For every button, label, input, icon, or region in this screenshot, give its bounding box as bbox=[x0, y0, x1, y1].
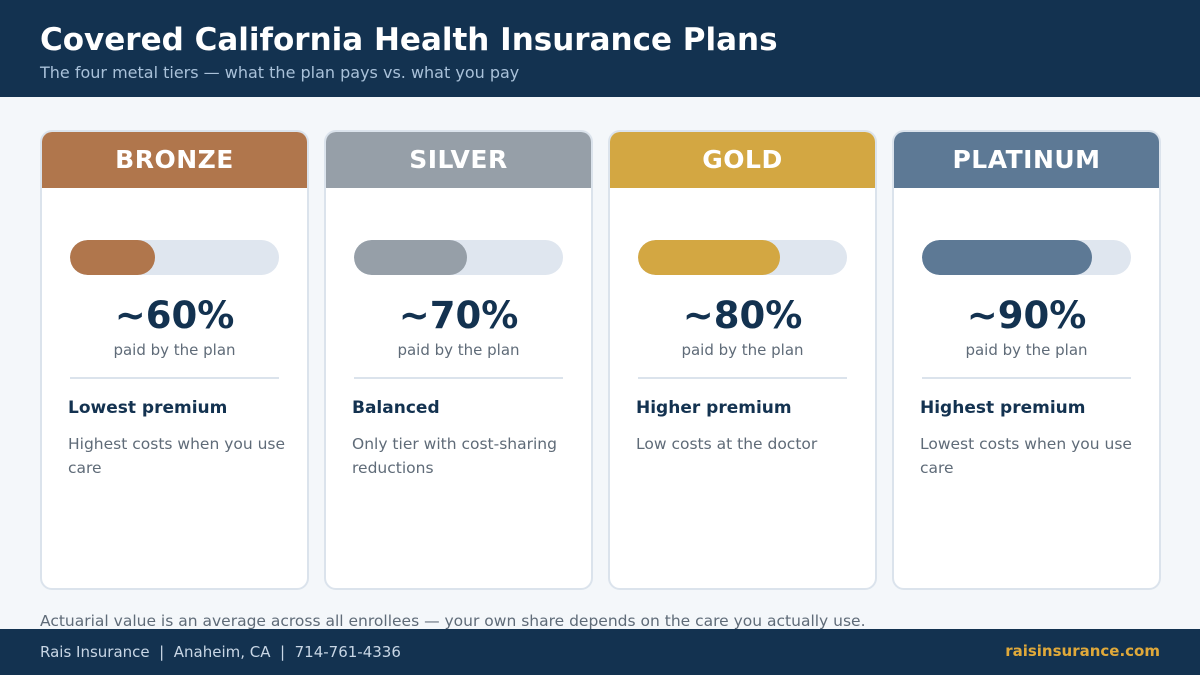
card-divider bbox=[922, 377, 1131, 379]
footer-contact-info: Rais Insurance | Anaheim, CA | 714-761-4… bbox=[40, 643, 401, 661]
plan-share-bar-fill bbox=[354, 240, 467, 275]
card-divider bbox=[638, 377, 847, 379]
tier-name: SILVER bbox=[409, 144, 508, 174]
tier-card-silver: SILVER ~70% paid by the plan Balanced On… bbox=[324, 130, 593, 590]
card-divider bbox=[354, 377, 563, 379]
tier-name: BRONZE bbox=[115, 144, 234, 174]
plan-share-caption: paid by the plan bbox=[965, 341, 1088, 359]
tier-card-bronze: BRONZE ~60% paid by the plan Lowest prem… bbox=[40, 130, 309, 590]
tier-card-platinum: PLATINUM ~90% paid by the plan Highest p… bbox=[892, 130, 1161, 590]
footer-bar: Rais Insurance | Anaheim, CA | 714-761-4… bbox=[0, 629, 1200, 675]
tier-heading: Higher premium bbox=[636, 398, 792, 418]
tier-card-header: BRONZE bbox=[42, 132, 307, 188]
plan-share-bar-fill bbox=[70, 240, 155, 275]
tier-cards: BRONZE ~60% paid by the plan Lowest prem… bbox=[40, 130, 1161, 590]
tier-description: Only tier with cost-sharing reductions bbox=[352, 435, 557, 477]
tier-heading: Highest premium bbox=[920, 398, 1086, 418]
plan-share-bar-fill bbox=[922, 240, 1092, 275]
tier-name: PLATINUM bbox=[952, 144, 1101, 174]
tier-heading: Balanced bbox=[352, 398, 440, 418]
plan-share-bar bbox=[354, 240, 563, 275]
tier-description: Lowest costs when you use care bbox=[920, 435, 1132, 477]
plan-share-bar bbox=[638, 240, 847, 275]
plan-share-percent: ~90% bbox=[966, 294, 1087, 337]
plan-share-bar bbox=[70, 240, 279, 275]
header-banner: Covered California Health Insurance Plan… bbox=[0, 0, 1200, 97]
plan-share-caption: paid by the plan bbox=[681, 341, 804, 359]
tier-card-header: GOLD bbox=[610, 132, 875, 188]
footer-website-link[interactable]: raisinsurance.com bbox=[1005, 642, 1160, 660]
plan-share-percent: ~60% bbox=[114, 294, 235, 337]
card-divider bbox=[70, 377, 279, 379]
tier-heading: Lowest premium bbox=[68, 398, 228, 418]
tier-description: Highest costs when you use care bbox=[68, 435, 286, 477]
tier-card-header: PLATINUM bbox=[894, 132, 1159, 188]
page-title: Covered California Health Insurance Plan… bbox=[40, 22, 778, 58]
page-subtitle: The four metal tiers — what the plan pay… bbox=[40, 63, 520, 82]
plan-share-bar bbox=[922, 240, 1131, 275]
tier-name: GOLD bbox=[702, 144, 783, 174]
plan-share-percent: ~80% bbox=[682, 294, 803, 337]
plan-share-caption: paid by the plan bbox=[113, 341, 236, 359]
tier-description: Low costs at the doctor bbox=[636, 435, 818, 453]
footnote: Actuarial value is an average across all… bbox=[40, 612, 866, 630]
tier-card-header: SILVER bbox=[326, 132, 591, 188]
tier-card-gold: GOLD ~80% paid by the plan Higher premiu… bbox=[608, 130, 877, 590]
plan-share-percent: ~70% bbox=[398, 294, 519, 337]
plan-share-bar-fill bbox=[638, 240, 780, 275]
plan-share-caption: paid by the plan bbox=[397, 341, 520, 359]
